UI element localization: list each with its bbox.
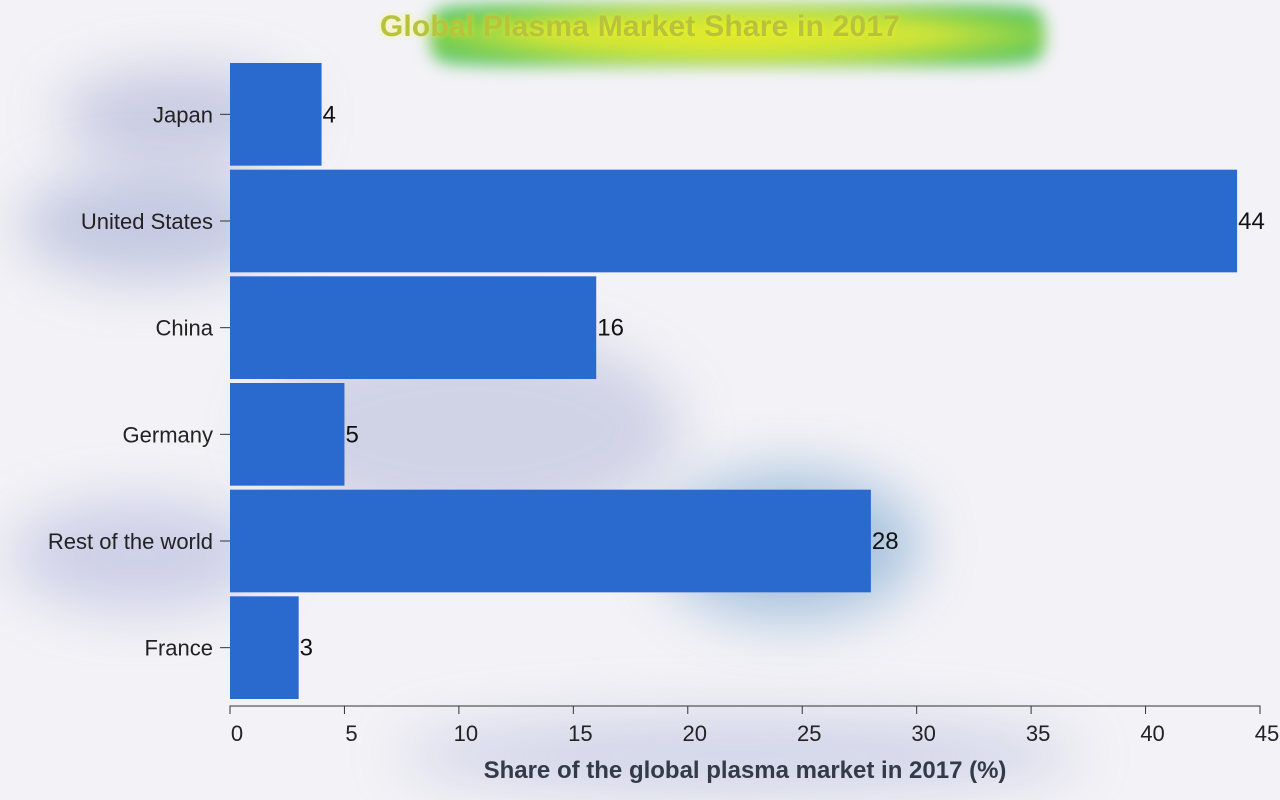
bar-0: [230, 63, 322, 166]
chart-title: Global Plasma Market Share in 2017: [379, 10, 901, 43]
x-tick-label-6: 30: [911, 721, 935, 746]
x-tick-label-7: 35: [1026, 721, 1050, 746]
y-tick-label-0: Japan: [153, 102, 213, 127]
data-label-4: 28: [872, 528, 899, 555]
x-tick-label-0: 0: [231, 721, 243, 746]
y-tick-label-1: United States: [81, 209, 213, 234]
bar-1: [230, 169, 1238, 273]
x-tick-label-9: 45: [1255, 721, 1279, 746]
x-tick-label-8: 40: [1140, 721, 1164, 746]
x-axis-line: [229, 705, 1261, 713]
bar-4: [230, 489, 871, 593]
x-axis-label: Share of the global plasma market in 201…: [483, 757, 1007, 784]
y-tick-label-2: China: [156, 316, 214, 341]
bar-3: [230, 383, 345, 486]
y-tick-label-5: France: [145, 636, 213, 661]
x-tick-label-3: 15: [568, 721, 592, 746]
data-label-5: 3: [300, 635, 313, 662]
bar-5: [230, 596, 299, 699]
y-tick-label-4: Rest of the world: [48, 529, 213, 554]
x-tick-label-1: 5: [345, 721, 357, 746]
data-label-0: 4: [323, 101, 336, 128]
y-tick-label-3: Germany: [123, 422, 213, 447]
data-label-1: 44: [1238, 208, 1265, 235]
data-label-2: 16: [597, 315, 624, 342]
data-label-3: 5: [345, 421, 358, 448]
bar-2: [230, 276, 597, 379]
x-tick-label-4: 20: [683, 721, 707, 746]
x-tick-label-5: 25: [797, 721, 821, 746]
x-tick-label-2: 10: [454, 721, 478, 746]
